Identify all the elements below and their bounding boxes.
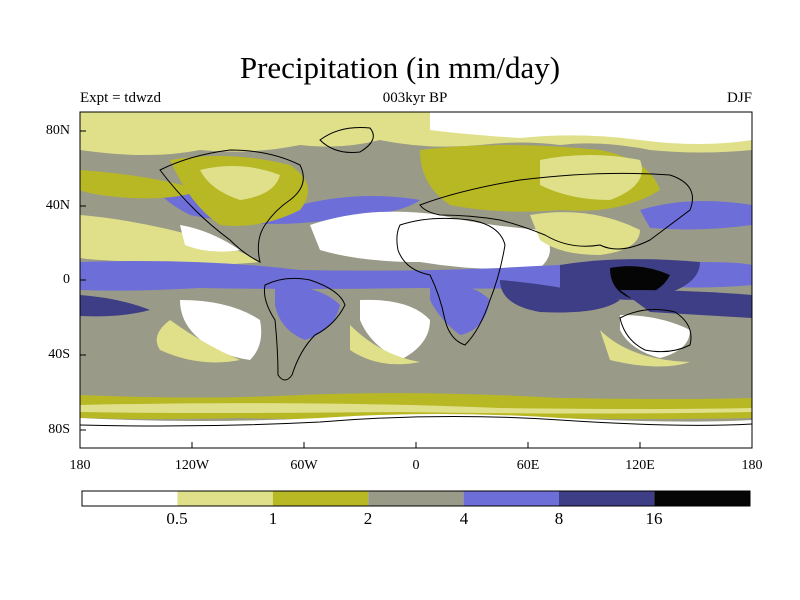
y-tick-label: 80S [48,422,70,437]
colorbar [81,490,751,507]
fill-pacific-track [640,201,752,230]
x-tick-label: 180 [741,458,763,473]
fill-australia-dry [620,315,690,358]
fill-sepac-dry [180,300,262,360]
fill-npac-subtrop [80,215,260,265]
colorbar-bin-0 [82,491,178,506]
period-label: 003kyr BP [382,90,448,106]
fill-southern-band [80,403,752,414]
colorbar-bin-5 [559,491,655,506]
x-tick-label: 60E [516,458,540,473]
colorbar-tick-label: 0.5 [166,509,188,528]
colorbar-tick-label: 8 [554,509,564,528]
colorbar-tick-label: 1 [268,509,278,528]
fill-arctic-dry [430,112,752,144]
coastlines [80,127,752,427]
colorbar-bin-4 [463,491,559,506]
y-tick-label: 40N [45,198,70,213]
fill-amazon [275,285,340,340]
y-tick-label: 80N [45,123,70,138]
fill-na-interior [200,166,280,200]
x-tick-label: 180 [69,458,91,473]
colorbar-tick-label: 2 [363,509,373,528]
fill-npac-band [80,170,200,199]
chart-title: Precipitation (in mm/day) [239,50,561,85]
fill-npac-dry [180,225,240,252]
fill-sepac-ring [156,320,240,363]
coast-north-america [159,149,304,263]
fill-aus-ring [600,330,690,367]
colorbar-tick-label: 4 [459,509,469,528]
colorbar-frame [81,490,751,507]
colorbar-tick-label: 16 [645,509,663,528]
experiment-label: Expt = tdwzd [80,90,161,106]
y-tick-label: 40S [48,347,70,362]
colorbar-bin-2 [272,491,369,506]
fill-satl-dry [360,299,430,360]
fill-congo [430,284,490,335]
fill-sepac-wet [80,295,150,317]
precipitation-field [80,112,752,448]
coast-africa [396,217,506,346]
x-tick-label: 120E [625,458,655,473]
x-tick-label: 0 [412,458,420,473]
colorbar-bin-6 [654,491,750,506]
x-tick-label: 60W [290,458,318,473]
x-tick-label: 120W [174,458,210,473]
y-tick-label: 0 [63,272,70,287]
coast-eurasia [419,172,693,250]
coast-south-america [264,277,346,381]
coast-greenland [319,127,374,153]
season-label: DJF [726,90,752,106]
axis-ticks [79,130,753,448]
fill-satl-ring [350,325,420,365]
fill-asia-subtrop [530,212,640,255]
colorbar-bin-1 [177,491,273,506]
coast-antarctica [80,415,752,427]
coast-australia [619,309,692,353]
fill-antarctica [80,414,752,448]
fill-spcz [620,290,752,318]
fill-indian-ocean [500,280,620,313]
colorbar-bin-3 [368,491,464,506]
fill-siberia [540,155,642,200]
